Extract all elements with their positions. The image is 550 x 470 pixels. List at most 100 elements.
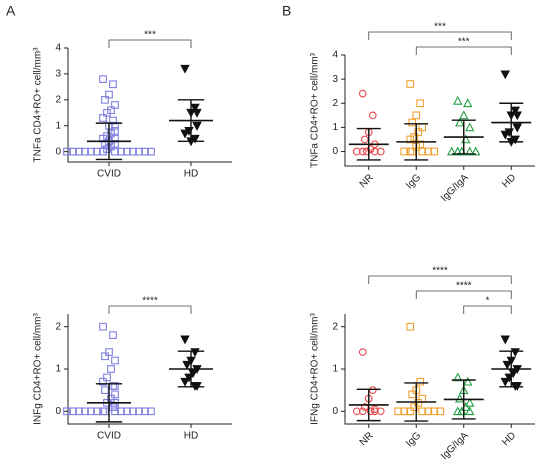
point bbox=[465, 397, 475, 407]
point bbox=[147, 147, 155, 156]
point bbox=[410, 403, 419, 411]
point bbox=[358, 89, 367, 98]
point bbox=[510, 106, 520, 116]
x-tick-label: IgG bbox=[404, 172, 423, 191]
point bbox=[453, 95, 463, 105]
x-tick-label: IgG bbox=[404, 430, 423, 449]
point bbox=[368, 111, 377, 120]
point bbox=[141, 407, 149, 416]
point bbox=[368, 386, 377, 395]
panel-label: B bbox=[282, 3, 291, 19]
x-tick-label: HD bbox=[184, 431, 198, 442]
point bbox=[362, 147, 371, 156]
point bbox=[99, 407, 107, 416]
point bbox=[408, 118, 417, 127]
x-tick-label: NR bbox=[358, 430, 376, 448]
significance-label: *** bbox=[458, 37, 470, 48]
y-tick-label: 0 bbox=[332, 406, 338, 417]
point bbox=[500, 377, 510, 387]
axis-line bbox=[344, 55, 535, 167]
point bbox=[352, 147, 361, 156]
point bbox=[182, 360, 192, 370]
point bbox=[366, 145, 375, 153]
point bbox=[455, 117, 465, 127]
x-tick-label: NR bbox=[358, 172, 376, 190]
point bbox=[358, 147, 367, 156]
point bbox=[512, 123, 522, 133]
point bbox=[358, 407, 367, 416]
point bbox=[105, 348, 113, 356]
y-axis-label: TNFa CD4+RO+ cell/mm³ bbox=[33, 47, 44, 163]
point bbox=[430, 147, 439, 156]
point bbox=[99, 75, 107, 83]
point bbox=[500, 70, 510, 80]
y-tick-label: 0 bbox=[55, 406, 61, 417]
point bbox=[99, 322, 107, 331]
significance-bracket bbox=[463, 305, 512, 314]
point bbox=[465, 406, 475, 416]
point bbox=[109, 331, 117, 340]
point bbox=[87, 407, 95, 416]
point bbox=[109, 80, 117, 89]
point bbox=[63, 147, 71, 156]
significance-label: **** bbox=[456, 281, 472, 292]
sd-bar bbox=[451, 379, 476, 420]
panel-label: A bbox=[6, 3, 16, 19]
point bbox=[406, 407, 415, 416]
point bbox=[69, 407, 77, 416]
point bbox=[111, 121, 119, 130]
point bbox=[107, 394, 115, 403]
point bbox=[416, 377, 425, 386]
point bbox=[99, 114, 107, 122]
point bbox=[406, 147, 415, 156]
point bbox=[63, 407, 71, 416]
point bbox=[81, 407, 89, 416]
point bbox=[408, 147, 417, 156]
point bbox=[414, 128, 423, 137]
point bbox=[465, 146, 475, 156]
significance-label: * bbox=[486, 296, 490, 307]
point bbox=[111, 356, 119, 365]
point bbox=[103, 132, 111, 140]
point bbox=[75, 407, 83, 416]
point bbox=[107, 106, 115, 115]
significance-label: **** bbox=[432, 266, 448, 277]
point bbox=[360, 135, 369, 144]
point bbox=[117, 407, 125, 416]
point bbox=[352, 407, 361, 416]
point bbox=[408, 390, 417, 399]
point bbox=[500, 130, 510, 140]
point bbox=[512, 111, 522, 121]
y-tick-label: 1 bbox=[332, 122, 338, 133]
point bbox=[447, 146, 457, 156]
point bbox=[180, 377, 190, 387]
point bbox=[455, 393, 465, 403]
y-tick-label: 1 bbox=[55, 364, 61, 375]
point bbox=[430, 407, 439, 416]
point bbox=[180, 129, 190, 139]
significance-bracket bbox=[368, 31, 512, 40]
point bbox=[192, 121, 202, 131]
point bbox=[459, 110, 469, 120]
y-tick-label: 3 bbox=[332, 74, 338, 85]
point bbox=[109, 116, 117, 125]
y-tick-label: 1 bbox=[332, 364, 338, 375]
x-tick-label: HD bbox=[184, 169, 198, 180]
point bbox=[453, 372, 463, 382]
sd-bar bbox=[177, 350, 205, 388]
point bbox=[107, 365, 115, 373]
point bbox=[101, 407, 109, 416]
point bbox=[129, 147, 137, 156]
point bbox=[376, 407, 385, 416]
point bbox=[412, 111, 421, 120]
point bbox=[103, 373, 111, 382]
point bbox=[190, 348, 200, 358]
point bbox=[107, 142, 115, 151]
point bbox=[394, 407, 403, 416]
point bbox=[101, 386, 109, 395]
y-tick-label: 2 bbox=[55, 94, 61, 105]
point bbox=[400, 407, 409, 416]
point bbox=[111, 147, 119, 156]
point bbox=[406, 135, 415, 144]
